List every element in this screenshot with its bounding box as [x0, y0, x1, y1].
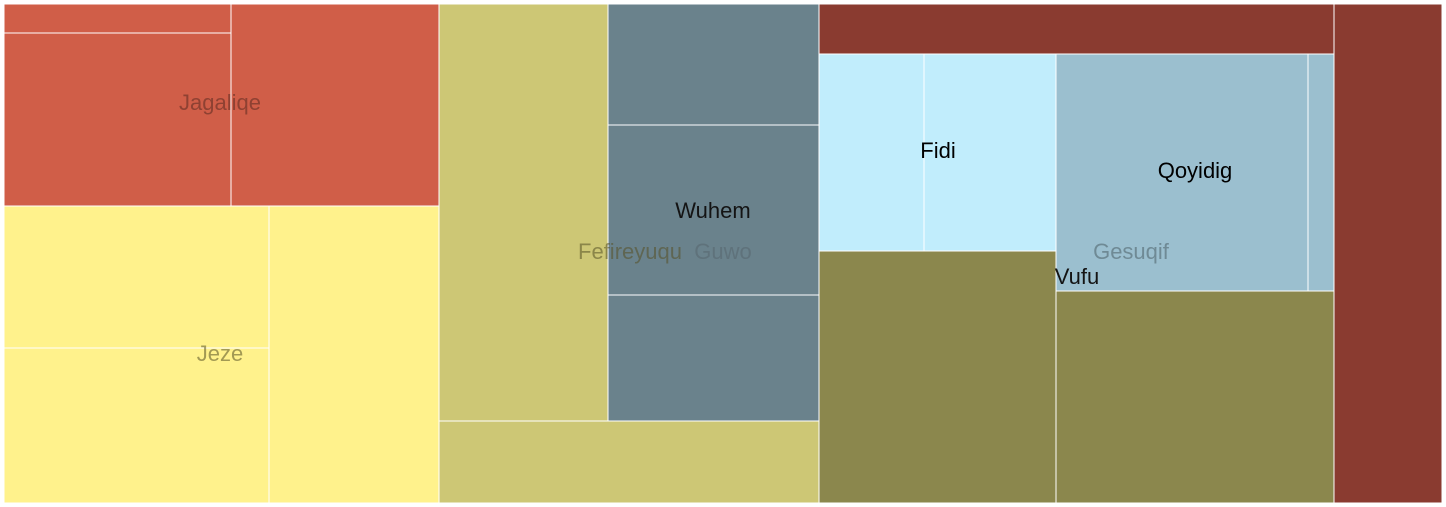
treemap-tile-jagaliqe-tile-1 [3, 32, 232, 207]
treemap-tile-vufu-tile-1 [1055, 290, 1335, 504]
tile-label-qoyidig: Qoyidig [1158, 158, 1233, 183]
treemap-tile-fefireyuqu-tile-0 [438, 3, 609, 422]
treemap-tile-jagaliqe-tile-2 [230, 3, 440, 207]
treemap-tiles [3, 3, 1443, 504]
tile-label-wuhem: Wuhem [675, 198, 750, 223]
treemap-labels: Jagaliqe Jeze Fefireyuqu Guwo Wuhem Vufu… [179, 90, 1232, 366]
tile-label-fidi: Fidi [920, 138, 955, 163]
treemap-tile-gesuqif-tile-2 [1055, 53, 1309, 292]
treemap-tile-gesuqif-tile-1 [923, 53, 1057, 252]
treemap-tile-vufu-tile-0 [818, 250, 1057, 504]
group-label-jeze: Jeze [197, 341, 243, 366]
treemap-tile-gesuqif-tile-3 [1307, 53, 1335, 292]
group-label-vufu: Vufu [1055, 264, 1099, 289]
treemap-tile-jagaliqe-tile-0 [3, 3, 232, 34]
treemap-tile-guwo-tile-2 [607, 294, 820, 422]
group-label-guwo: Guwo [694, 239, 751, 264]
treemap-tile-guwo-tile-0 [607, 3, 820, 126]
treemap-tile-jeze-tile-2 [268, 205, 440, 504]
treemap-tile-jeze-tile-0 [3, 205, 270, 349]
treemap-tile-group-tile-1 [1333, 3, 1443, 504]
treemap-tile-fefireyuqu-tile-1 [438, 420, 820, 504]
treemap-tile-guwo-tile-1 [607, 124, 820, 296]
treemap-tile-jeze-tile-1 [3, 347, 270, 504]
group-label-gesuqif: Gesuqif [1093, 239, 1170, 264]
group-label-fefireyuqu: Fefireyuqu [578, 239, 682, 264]
treemap-tile-gesuqif-tile-0 [818, 53, 925, 252]
treemap-tile-group-tile-0 [818, 3, 1335, 55]
group-label-jagaliqe: Jagaliqe [179, 90, 261, 115]
